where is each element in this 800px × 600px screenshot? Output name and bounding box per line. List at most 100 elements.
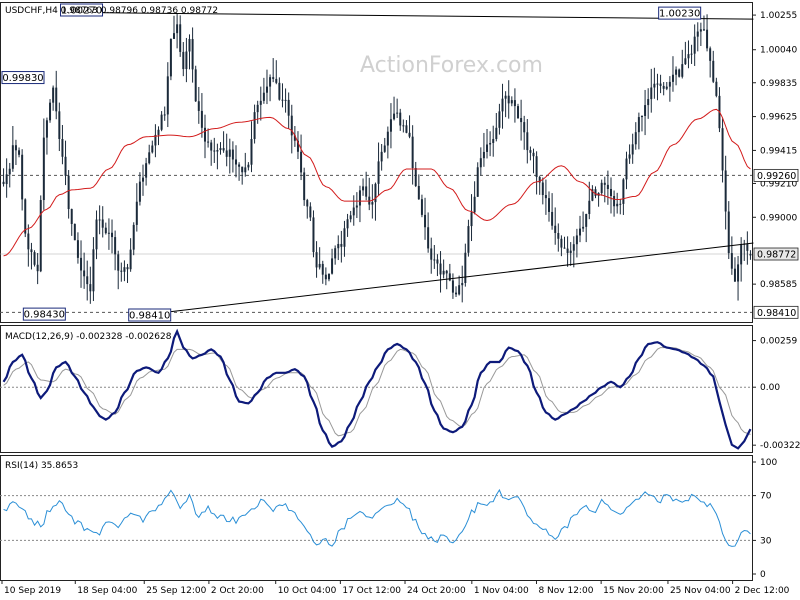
candle-body — [526, 132, 529, 151]
candle-body — [517, 106, 520, 119]
candle-body — [541, 182, 544, 196]
candle-body — [185, 51, 188, 70]
candle-body — [324, 274, 327, 280]
candle-body — [188, 39, 191, 52]
candle-body — [749, 254, 752, 256]
candle-body — [210, 142, 213, 151]
candle-body — [61, 138, 64, 157]
candle-body — [321, 263, 324, 275]
candle-body — [327, 273, 330, 280]
candle-body — [706, 29, 709, 49]
moving-average-line — [3, 108, 751, 257]
candle-body — [225, 150, 228, 157]
candle-body — [436, 259, 439, 264]
rsi-axis-label: 100 — [760, 458, 777, 468]
candle-body — [665, 86, 668, 89]
candle-body — [194, 69, 197, 102]
candle-body — [117, 254, 120, 271]
candle-body — [606, 184, 609, 189]
candle-body — [479, 158, 482, 168]
candle-body — [386, 131, 389, 146]
candle-body — [331, 258, 334, 274]
price-annotation-box — [60, 3, 104, 17]
candle-body — [696, 31, 699, 37]
candle-body — [510, 100, 513, 104]
candle-body — [690, 53, 693, 55]
candle-body — [659, 83, 662, 86]
candle-body — [340, 243, 343, 247]
price-axis-label: 0.99835 — [760, 79, 797, 89]
rsi-panel-frame — [0, 455, 753, 581]
candle-body — [8, 168, 11, 175]
x-axis-label: 24 Oct 20:00 — [407, 586, 466, 596]
candle-body — [89, 284, 92, 292]
watermark: ActionForex.com — [360, 53, 543, 78]
candle-body — [259, 100, 262, 105]
candle-body — [613, 196, 616, 207]
candle-body — [569, 250, 572, 253]
candle-body — [256, 104, 259, 113]
candle-body — [405, 125, 408, 133]
price-annotation-box — [658, 6, 702, 20]
candle-body — [647, 99, 650, 106]
candle-body — [417, 185, 420, 200]
candle-body — [374, 183, 377, 203]
candle-body — [219, 148, 222, 151]
candle-body — [427, 227, 430, 249]
candle-body — [368, 196, 371, 205]
candle-body — [538, 177, 541, 183]
candle-body — [343, 228, 346, 247]
candles-group — [2, 14, 752, 304]
candle-body — [433, 259, 436, 261]
candle-body — [101, 219, 104, 228]
candle-body — [560, 238, 563, 248]
candle-body — [83, 270, 86, 277]
price-axis-label: 0.99625 — [760, 113, 797, 123]
candle-body — [18, 150, 21, 155]
candle-body — [721, 128, 724, 171]
candle-body — [712, 60, 715, 82]
x-axis-label: 8 Nov 12:00 — [538, 586, 593, 596]
macd-main-line — [2, 328, 752, 450]
price-annotation-label: 0.99830 — [2, 73, 43, 84]
rsi-axis-label: 70 — [760, 492, 772, 502]
candle-body — [107, 232, 110, 234]
candle-body — [513, 100, 516, 107]
candle-body — [355, 205, 358, 208]
price-tag-label: 0.98410 — [757, 308, 796, 319]
price-annotation-label: 0.98410 — [129, 311, 170, 322]
candle-body — [603, 182, 606, 185]
candle-body — [461, 282, 464, 286]
candle-body — [145, 163, 148, 178]
candle-body — [272, 77, 275, 79]
candle-body — [501, 98, 504, 112]
candle-body — [358, 190, 361, 206]
candle-body — [318, 263, 321, 268]
x-axis-label: 10 Oct 04:00 — [278, 586, 337, 596]
trendline — [96, 12, 754, 20]
candle-body — [247, 164, 250, 168]
candle-body — [389, 119, 392, 132]
candle-body — [306, 200, 309, 207]
candle-body — [554, 225, 557, 234]
candle-body — [684, 58, 687, 65]
candle-body — [126, 267, 129, 270]
candle-body — [544, 195, 547, 199]
price-tag-box — [753, 168, 799, 182]
candle-body — [653, 83, 656, 88]
x-axis-label: 1 Nov 04:00 — [474, 586, 529, 596]
price-annotation-box — [128, 308, 172, 322]
candle-body — [5, 174, 8, 185]
price-annotation-label: 1.00270 — [61, 6, 102, 17]
candle-body — [451, 280, 454, 293]
candle-body — [231, 149, 234, 160]
candle-body — [142, 177, 145, 182]
price-tag-label: 0.98772 — [757, 250, 796, 261]
candle-body — [278, 82, 281, 100]
candle-body — [148, 152, 151, 164]
candle-body — [628, 154, 631, 159]
candle-body — [154, 134, 157, 146]
candle-body — [408, 132, 411, 137]
candle-body — [393, 113, 396, 120]
